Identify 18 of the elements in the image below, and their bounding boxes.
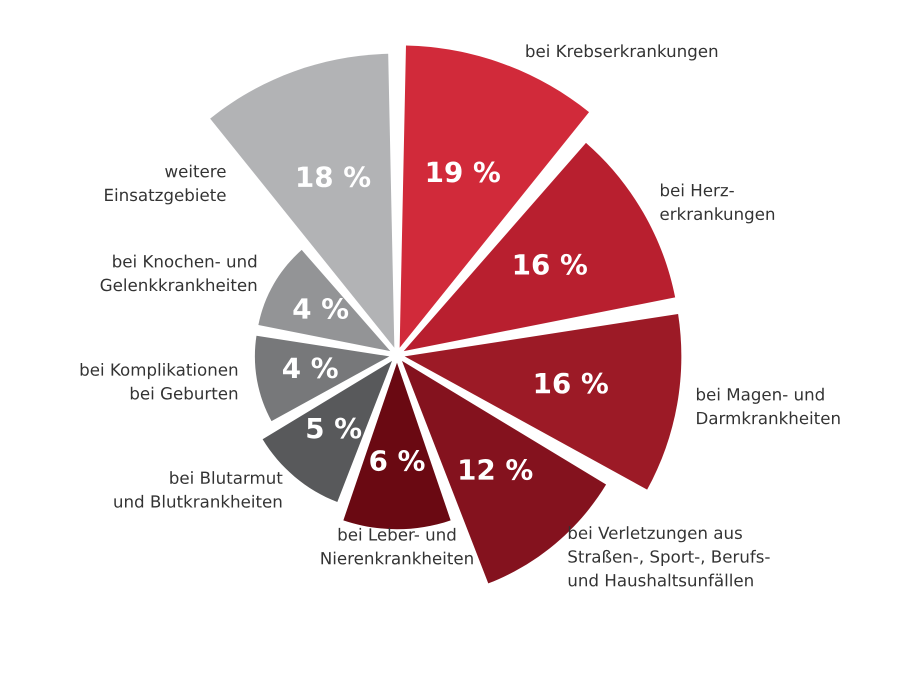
category-label: bei Komplikationen bei Geburten xyxy=(80,363,238,400)
category-label: bei Blutarmut und Blutkrankheiten xyxy=(114,471,282,508)
category-label: bei Herz- erkrankungen xyxy=(660,184,774,224)
data-label: 16 % xyxy=(536,372,608,394)
category-label: bei Verletzungen aus Straßen-, Sport-, Berufs- und Haushaltsunfällen xyxy=(568,526,770,587)
data-label: 4 % xyxy=(282,357,338,378)
data-label: 19 % xyxy=(428,161,500,182)
data-label: 5 % xyxy=(307,418,362,439)
category-label: bei Knochen- und Gelenkkrankheiten xyxy=(100,254,256,292)
category-label: bei Krebserkrankungen xyxy=(526,44,718,60)
data-label: 12 % xyxy=(460,459,532,480)
data-label: 16 % xyxy=(514,254,587,275)
category-label: bei Magen- und Darmkrankheiten xyxy=(696,388,840,424)
category-label: weitere Einsatzgebiete xyxy=(105,164,226,204)
data-label: 4 % xyxy=(293,298,348,319)
data-label: 6 % xyxy=(370,450,425,472)
category-label: bei Leber- und Nierenkrankheiten xyxy=(321,528,473,565)
data-label: 18 % xyxy=(298,166,370,188)
